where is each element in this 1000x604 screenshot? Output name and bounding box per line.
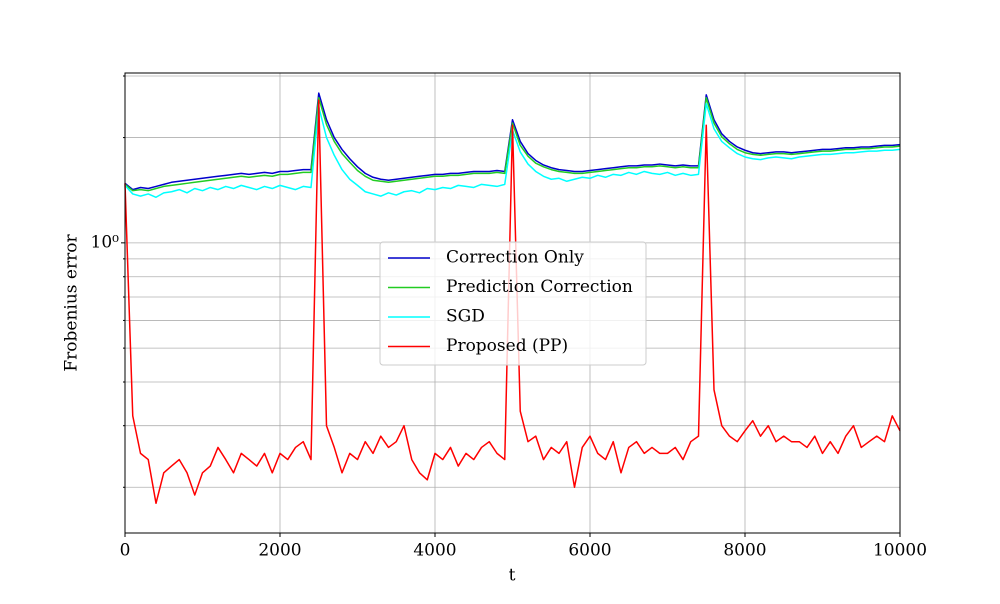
x-tick-label: 4000 [413, 541, 456, 561]
legend-label: Prediction Correction [446, 277, 633, 297]
legend-label: Correction Only [446, 248, 584, 268]
y-axis-label: Frobenius error [62, 234, 82, 372]
legend-label: Proposed (PP) [446, 336, 568, 356]
x-tick-label: 6000 [568, 541, 611, 561]
legend: Correction Only Prediction Correction SGD P… [379, 241, 647, 366]
legend-box [379, 241, 647, 366]
series-line [124, 99, 901, 505]
x-tick-label: 10000 [873, 541, 927, 561]
x-tick-label: 8000 [723, 541, 766, 561]
series-line [124, 96, 901, 192]
series-line [124, 92, 901, 191]
x-tick-label: 2000 [258, 541, 301, 561]
x-axis-label: t [509, 566, 516, 586]
y-tick-label: 10⁰ [91, 232, 120, 252]
x-tick-label: 0 [120, 541, 131, 561]
plot-frame [124, 72, 901, 534]
legend-label: SGD [446, 307, 485, 327]
